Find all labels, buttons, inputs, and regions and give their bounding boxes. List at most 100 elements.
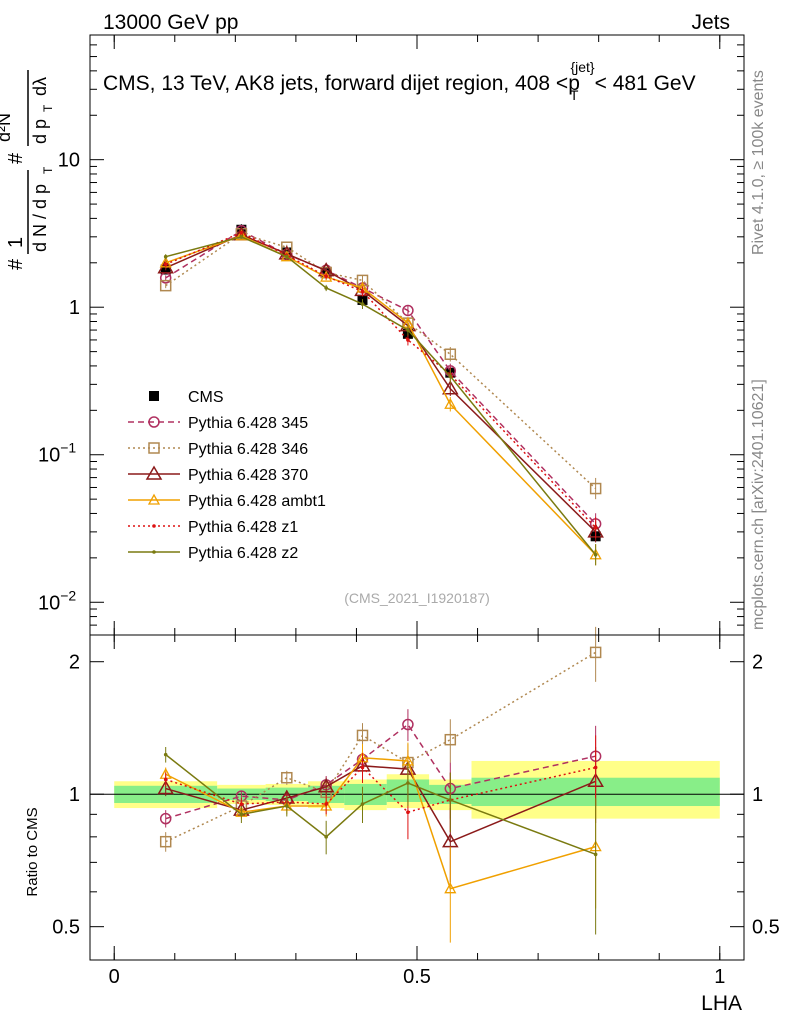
- ratio-series-line: [165, 723, 596, 820]
- legend-marker: [145, 465, 163, 480]
- ratio-point: [406, 810, 410, 815]
- legend-marker: [148, 442, 160, 454]
- svg-text:d²N: d²N: [0, 113, 14, 142]
- ratio-point: [402, 718, 414, 731]
- data-point: [360, 289, 365, 294]
- data-point: [239, 235, 244, 239]
- legend-marker: [147, 493, 161, 505]
- data-point: [406, 328, 410, 332]
- data-point: [593, 552, 598, 557]
- ratio-point: [444, 733, 457, 746]
- ratio-y-tick-label-right: 0.5: [752, 917, 780, 939]
- data-point: [324, 274, 328, 279]
- title-prefix: CMS, 13 TeV, AK8 jets, forward dijet reg…: [103, 72, 568, 95]
- legend-label: Pythia 6.428 345: [188, 415, 308, 432]
- mcplots-credit: mcplots.cern.ch [arXiv:2401.10621]: [750, 379, 767, 630]
- ratio-series-line: [165, 756, 596, 890]
- data-point: [406, 338, 410, 342]
- svg-text:T: T: [41, 166, 55, 174]
- data-point: [360, 302, 365, 306]
- main-y-axis-label: # 1 d N / d p T # d²N d p T dλ: [0, 70, 55, 270]
- data-point: [285, 254, 289, 259]
- legend-entry: Pythia 6.428 370: [128, 465, 308, 484]
- svg-text:1: 1: [5, 237, 27, 248]
- ratio-point: [163, 752, 168, 757]
- ratio-point: [593, 852, 598, 857]
- legend-marker: [152, 524, 156, 528]
- ratio-point: [163, 777, 168, 782]
- ratio-point: [356, 729, 369, 742]
- y-tick-label: 1: [69, 297, 80, 319]
- x-axis-label: LHA: [701, 992, 742, 1015]
- legend-entry: CMS: [149, 389, 224, 406]
- legend-entry: Pythia 6.428 z2: [128, 545, 298, 562]
- ratio-point: [324, 802, 328, 806]
- ratio-point: [317, 778, 335, 793]
- data-point: [441, 380, 459, 395]
- series-line: [165, 231, 597, 529]
- ratio-series-line: [165, 766, 596, 814]
- ratio-point: [406, 781, 410, 785]
- header-category: Jets: [691, 11, 730, 34]
- ratio-point: [593, 765, 598, 770]
- svg-text:dλ: dλ: [30, 77, 50, 96]
- series-line: [165, 233, 597, 533]
- ratio-point: [239, 802, 244, 806]
- title-sub: T: [570, 87, 579, 103]
- ratio-point: [444, 882, 457, 894]
- ratio-point: [285, 804, 289, 808]
- rivet-version: Rivet 4.1.0, ≥ 100k events: [750, 70, 767, 255]
- ratio-y-tick-label-right: 2: [752, 652, 763, 674]
- legend-label: Pythia 6.428 370: [188, 467, 308, 484]
- series-pythia-6.428-345: [159, 224, 602, 535]
- data-point: [593, 525, 598, 530]
- data-point: [320, 270, 333, 282]
- series-line: [165, 229, 597, 525]
- y-tick-label: 10: [58, 150, 80, 172]
- legend-entry: Pythia 6.428 ambt1: [128, 493, 326, 510]
- series-pythia-6.428-z2: [163, 234, 598, 566]
- analysis-watermark: (CMS_2021_I1920187): [344, 590, 490, 606]
- svg-text:#: #: [5, 152, 27, 164]
- ratio-point: [360, 802, 365, 806]
- data-point: [324, 286, 328, 290]
- legend-entry: Pythia 6.428 345: [128, 415, 308, 432]
- data-point: [163, 262, 168, 267]
- ratio-point: [157, 780, 175, 795]
- y-tick-label: 10−1: [38, 440, 76, 467]
- ratio-y-tick-label: 1: [69, 784, 80, 806]
- svg-text:d p: d p: [30, 119, 50, 144]
- series-line: [165, 234, 597, 556]
- data-point: [444, 348, 457, 360]
- ratio-plot-frame: [89, 634, 745, 961]
- legend-marker: [148, 416, 160, 428]
- ratio-point: [589, 646, 602, 659]
- legend-marker: [149, 391, 159, 401]
- ratio-point: [239, 812, 244, 817]
- title-var: p: [568, 72, 580, 95]
- header-process: 13000 GeV pp: [103, 11, 238, 34]
- ratio-point: [159, 835, 172, 848]
- data-point: [239, 230, 244, 235]
- svg-text:T: T: [41, 104, 55, 112]
- ratio-series-line: [165, 754, 596, 856]
- legend-label: Pythia 6.428 346: [188, 441, 308, 458]
- legend-entry: Pythia 6.428 346: [128, 441, 308, 458]
- legend-label: Pythia 6.428 z1: [188, 519, 298, 536]
- legend-label: Pythia 6.428 ambt1: [188, 493, 326, 510]
- ratio-point: [360, 765, 365, 770]
- data-point: [444, 397, 457, 409]
- series-pythia-6.428-346: [159, 227, 602, 500]
- x-tick-label: 1: [714, 966, 725, 988]
- series-pythia-6.428-ambt1: [159, 229, 602, 566]
- data-point: [402, 304, 414, 317]
- y-tick-label: 10−2: [38, 587, 76, 614]
- svg-text:d N / d p: d N / d p: [30, 184, 50, 252]
- data-point: [235, 229, 248, 241]
- ratio-point: [448, 798, 453, 802]
- ratio-y-tick-label: 2: [69, 652, 80, 674]
- title-sup: {jet}: [570, 59, 594, 75]
- data-point: [448, 374, 453, 379]
- legend-entry: Pythia 6.428 z1: [128, 519, 298, 536]
